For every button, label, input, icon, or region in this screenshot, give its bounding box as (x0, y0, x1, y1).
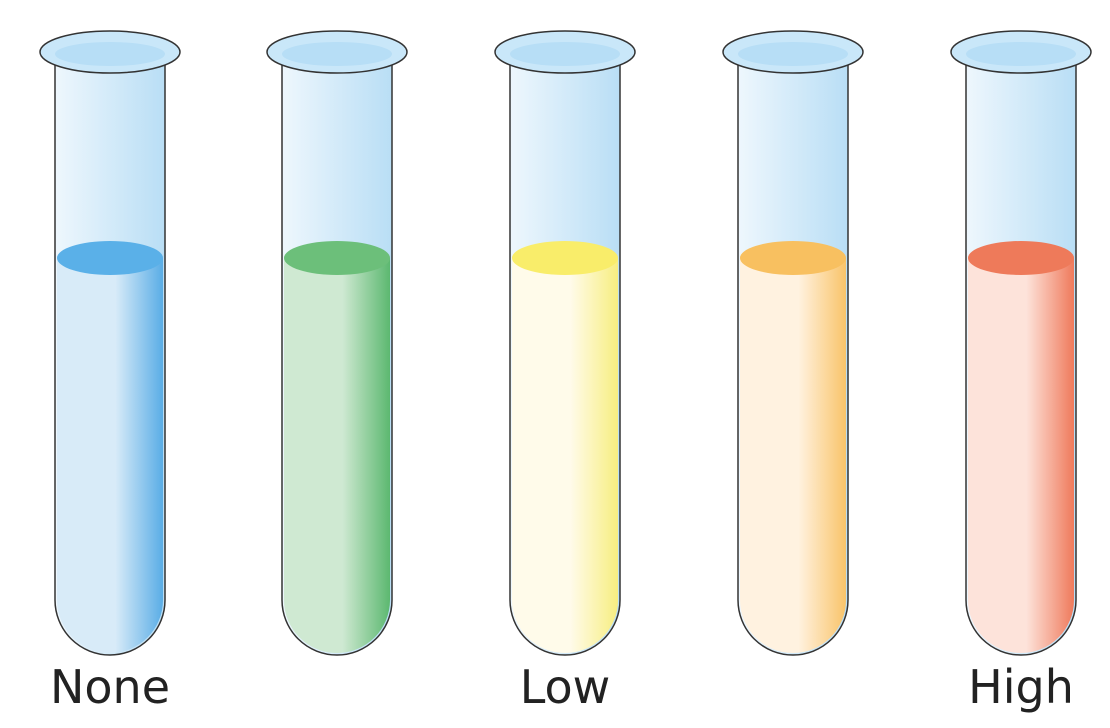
liquid (57, 258, 163, 653)
label-low: Low (520, 660, 611, 714)
test-tube (267, 31, 407, 655)
liquid-surface (512, 241, 618, 275)
test-tube (495, 31, 635, 655)
tubes (40, 31, 1091, 655)
liquid-surface (57, 241, 163, 275)
liquid (740, 258, 846, 653)
liquid (968, 258, 1074, 653)
liquid (512, 258, 618, 653)
liquid-surface (284, 241, 390, 275)
tube-opening (966, 42, 1076, 66)
diagram: None Low High (0, 0, 1110, 728)
tube-opening (55, 42, 165, 66)
tube-opening (282, 42, 392, 66)
label-high: High (968, 660, 1074, 714)
page: None Low High (() => { const data = JSON… (0, 0, 1110, 728)
label-none: None (50, 660, 170, 714)
liquid (284, 258, 390, 653)
liquid-surface (740, 241, 846, 275)
test-tube (951, 31, 1091, 655)
tube-opening (510, 42, 620, 66)
test-tube (40, 31, 180, 655)
liquid-surface (968, 241, 1074, 275)
test-tube (723, 31, 863, 655)
tube-opening (738, 42, 848, 66)
